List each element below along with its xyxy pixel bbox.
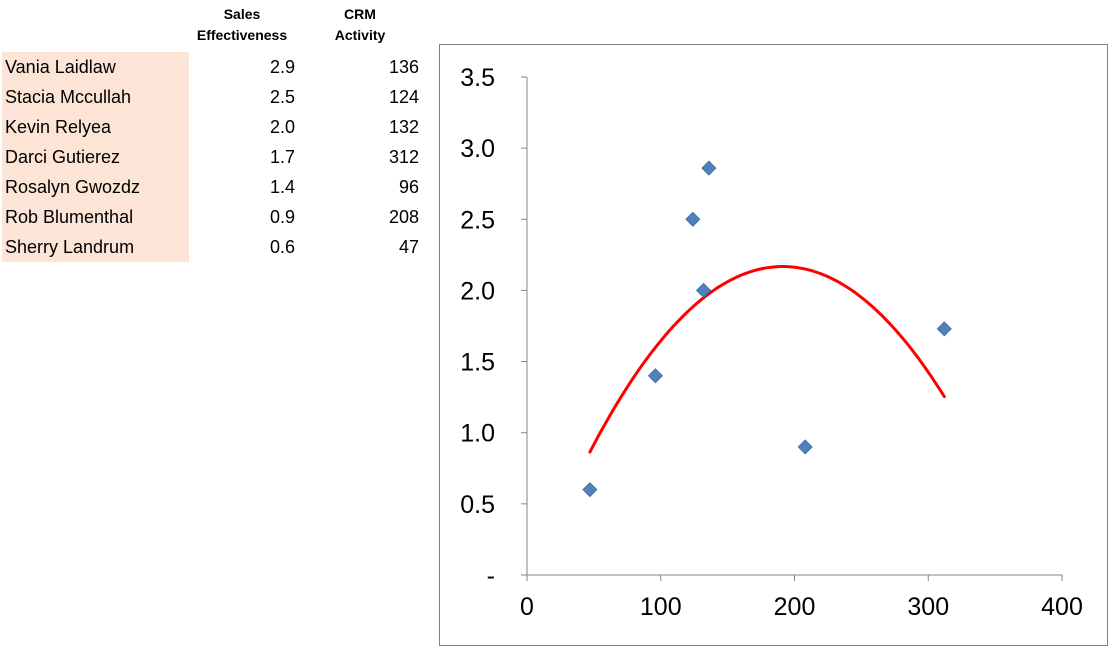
crm-activity-cell[interactable]: 124 — [388, 86, 419, 107]
sales-effectiveness-header: Sales Effectiveness — [187, 4, 297, 46]
header-line-1: Sales — [223, 6, 261, 22]
header-line-1: CRM — [344, 6, 376, 22]
x-tick-label: 400 — [1041, 593, 1083, 621]
rep-name-cell[interactable]: Kevin Relyea — [2, 112, 189, 142]
x-tick-label: 100 — [640, 593, 682, 621]
y-tick-label: 2.5 — [460, 206, 495, 234]
data-table: Vania Laidlaw 2.9 136 Stacia Mccullah 2.… — [2, 52, 419, 262]
data-point — [647, 368, 663, 384]
table-row: Stacia Mccullah 2.5 124 — [2, 82, 419, 112]
rep-name-cell[interactable]: Sherry Landrum — [2, 232, 189, 262]
crm-activity-cell[interactable]: 136 — [388, 56, 419, 77]
sales-effectiveness-cell[interactable]: 0.6 — [269, 236, 295, 257]
rep-name-cell[interactable]: Darci Gutierez — [2, 142, 189, 172]
y-tick-label: 1.5 — [460, 349, 495, 377]
chart-canvas: - 0.5 1.0 1.5 2.0 2.5 3.0 3.5 0 100 200 300 400 — [460, 64, 1083, 621]
sales-effectiveness-cell[interactable]: 1.4 — [269, 176, 295, 197]
sales-effectiveness-cell[interactable]: 1.7 — [269, 146, 295, 167]
y-tick-label: 3.0 — [460, 135, 495, 163]
table-row: Rosalyn Gwozdz 1.4 96 — [2, 172, 419, 202]
data-point — [701, 160, 717, 176]
table-row: Rob Blumenthal 0.9 208 — [2, 202, 419, 232]
data-point — [936, 321, 952, 337]
table-row: Kevin Relyea 2.0 132 — [2, 112, 419, 142]
data-point — [695, 282, 712, 298]
x-tick-label: 300 — [907, 593, 949, 621]
crm-activity-header: CRM Activity — [310, 4, 410, 46]
table-row: Darci Gutierez 1.7 312 — [2, 142, 419, 172]
data-point — [797, 439, 813, 455]
y-tick-label: 0.5 — [460, 491, 495, 519]
data-point — [582, 482, 598, 498]
rep-name-cell[interactable]: Stacia Mccullah — [2, 82, 189, 112]
x-tick-label: 200 — [774, 593, 816, 621]
crm-activity-cell[interactable]: 47 — [398, 236, 419, 257]
x-tick-label: 0 — [520, 593, 534, 621]
y-tick-label: 2.0 — [460, 277, 495, 305]
header-line-2: Activity — [334, 27, 386, 43]
rep-name-cell[interactable]: Rob Blumenthal — [2, 202, 189, 232]
data-point — [685, 211, 701, 227]
sales-effectiveness-cell[interactable]: 2.9 — [269, 56, 295, 77]
table-row: Vania Laidlaw 2.9 136 — [2, 52, 419, 82]
crm-activity-cell[interactable]: 312 — [388, 146, 419, 167]
y-tick-label: - — [487, 562, 495, 590]
header-line-2: Effectiveness — [196, 27, 288, 43]
sales-effectiveness-cell[interactable]: 2.5 — [269, 86, 295, 107]
trendline — [588, 265, 946, 454]
table-row: Sherry Landrum 0.6 47 — [2, 232, 419, 262]
rep-name-cell[interactable]: Vania Laidlaw — [2, 52, 189, 82]
y-tick-label: 1.0 — [460, 420, 495, 448]
scatter-chart[interactable]: - 0.5 1.0 1.5 2.0 2.5 3.0 3.5 0 100 200 300 400 — [439, 44, 1108, 646]
sales-effectiveness-cell[interactable]: 0.9 — [269, 206, 295, 227]
crm-activity-cell[interactable]: 208 — [388, 206, 419, 227]
sales-effectiveness-cell[interactable]: 2.0 — [269, 116, 295, 137]
y-tick-label: 3.5 — [460, 64, 495, 92]
crm-activity-cell[interactable]: 132 — [388, 116, 419, 137]
rep-name-cell[interactable]: Rosalyn Gwozdz — [2, 172, 189, 202]
crm-activity-cell[interactable]: 96 — [398, 176, 419, 197]
